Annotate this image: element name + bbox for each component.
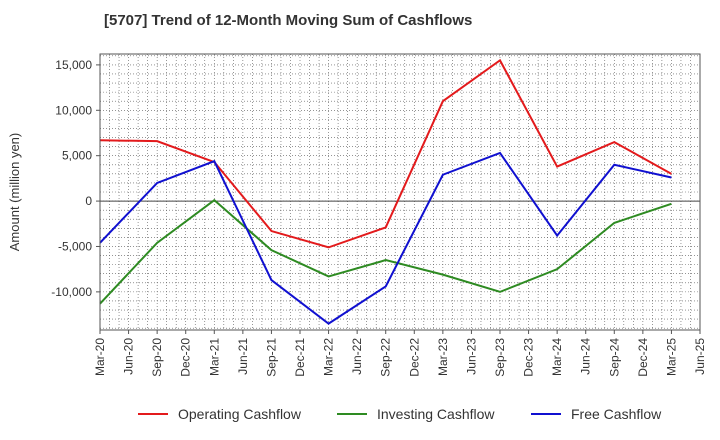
series-line-investing-cashflow xyxy=(99,198,672,305)
plot-frame xyxy=(99,53,701,331)
x-tick-label: Sep-20 xyxy=(150,338,164,377)
x-tick-label: Dec-23 xyxy=(522,338,536,377)
x-tick-label: Mar-23 xyxy=(436,338,450,376)
x-tick-label: Mar-21 xyxy=(207,338,221,376)
x-tick-label: Mar-25 xyxy=(664,338,678,376)
y-tick-label: 5,000 xyxy=(62,149,92,163)
x-tick-label: Sep-22 xyxy=(379,338,393,377)
legend-label: Operating Cashflow xyxy=(178,406,302,422)
y-axis-label: Amount (million yen) xyxy=(7,133,22,252)
y-tick-label: -5,000 xyxy=(58,239,92,253)
series-line-operating-cashflow xyxy=(99,58,672,249)
legend-label: Free Cashflow xyxy=(571,406,662,422)
legend-layer: Operating Cashflow Investing Cashflow Free… xyxy=(138,406,662,422)
y-tick-label: 15,000 xyxy=(55,58,92,72)
y-tick-label: 10,000 xyxy=(55,103,92,117)
series-line-free-cashflow xyxy=(99,151,672,325)
x-tick-label: Sep-21 xyxy=(264,338,278,377)
x-tick-label: Dec-20 xyxy=(179,338,193,377)
x-tick-label: Jun-25 xyxy=(693,338,707,375)
series-layer xyxy=(99,58,672,325)
chart-title: [5707] Trend of 12-Month Moving Sum of C… xyxy=(104,12,473,29)
legend-label: Investing Cashflow xyxy=(377,406,495,422)
grid-layer xyxy=(99,54,701,330)
x-tick-label: Dec-21 xyxy=(293,338,307,377)
x-tick-label: Jun-20 xyxy=(122,338,136,375)
axis-layer: 15,000 10,000 5,000 0 -5,000 -10,000 Amount (m… xyxy=(7,53,707,377)
x-tick-label: Dec-24 xyxy=(636,338,650,377)
y-tick-label: 0 xyxy=(85,194,92,208)
x-tick-label: Sep-24 xyxy=(607,338,621,377)
x-tick-label: Sep-23 xyxy=(493,338,507,377)
x-tick-label: Jun-22 xyxy=(350,338,364,375)
x-tick-label: Mar-22 xyxy=(322,338,336,376)
x-tick-label: Jun-24 xyxy=(579,338,593,375)
x-tick-label: Dec-22 xyxy=(407,338,421,377)
x-tick-label: Jun-23 xyxy=(464,338,478,375)
x-tick-label: Mar-24 xyxy=(550,338,564,376)
x-tick-label: Mar-20 xyxy=(93,338,107,376)
x-tick-label: Jun-21 xyxy=(236,338,250,375)
y-tick-label: -10,000 xyxy=(51,285,92,299)
